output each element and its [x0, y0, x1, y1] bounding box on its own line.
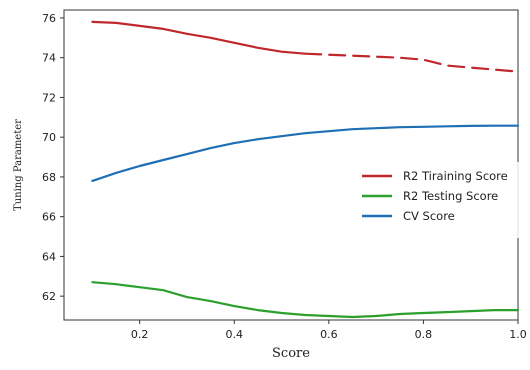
y-tick-label: 70	[42, 131, 56, 144]
y-tick-label: 74	[42, 52, 56, 65]
x-tick-label: 0.2	[131, 328, 149, 341]
series-line-0-dashed	[304, 52, 520, 73]
y-axis-label: Tuning Parameter	[13, 119, 24, 211]
legend-label-cv: CV Score	[403, 209, 455, 223]
series-line-1	[91, 281, 520, 319]
x-tick-label: 1.0	[509, 328, 527, 341]
y-tick-label: 76	[42, 12, 56, 25]
x-tick-label: 0.8	[415, 328, 433, 341]
series-line-2	[91, 124, 520, 182]
legend-label-r2-training: R2 Tiraining Score	[403, 169, 508, 183]
y-tick-label: 66	[42, 211, 56, 224]
legend-box	[352, 162, 520, 238]
x-axis-ticks: 0.2 0.4 0.6 0.8 1.0	[131, 320, 527, 341]
y-tick-label: 68	[42, 171, 56, 184]
y-tick-label: 72	[42, 91, 56, 104]
series-line-0-solid	[91, 20, 307, 55]
y-axis-ticks: 62 64 66 68 70 72 74 76	[42, 12, 64, 303]
y-tick-label: 64	[42, 250, 56, 263]
legend-label-r2-testing: R2 Testing Score	[403, 189, 498, 203]
series-lines	[91, 20, 520, 319]
x-axis-label: Score	[272, 346, 310, 361]
x-tick-label: 0.4	[226, 328, 244, 341]
x-tick-label: 0.6	[320, 328, 338, 341]
y-tick-label: 62	[42, 290, 56, 303]
legend: R2 Tiraining Score R2 Testing Score CV S…	[352, 162, 520, 238]
